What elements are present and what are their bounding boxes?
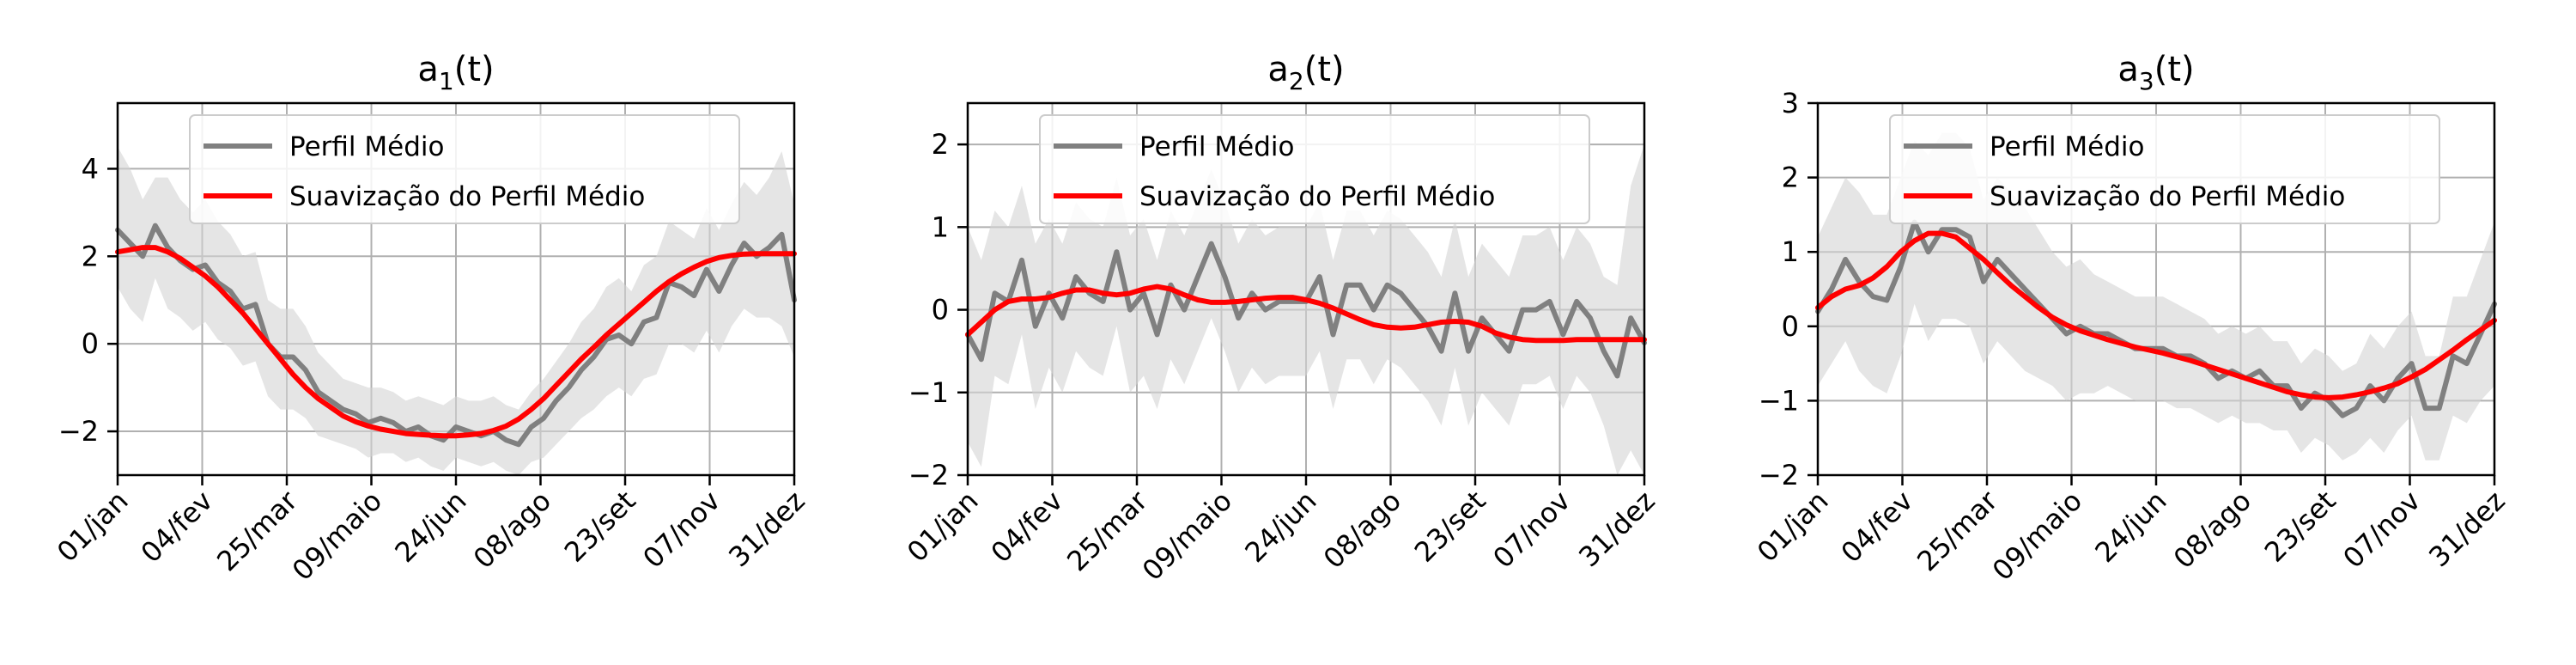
legend-entry: Suavização do Perfil Médio [289,181,645,212]
y-tick-label: 2 [82,240,99,272]
legend: Perfil Médio Suavização do Perfil Médio [1889,114,2440,224]
legend: Perfil Médio Suavização do Perfil Médio [1039,114,1590,224]
x-tick-label: 31/dez [2422,485,2511,573]
x-tick-label: 08/ago [2167,485,2257,575]
x-tick-label: 04/fev [1835,485,1920,570]
legend: Perfil Médio Suavização do Perfil Médio [189,114,740,224]
y-tick-label: −2 [908,459,949,491]
series-line-suavizacao [965,284,1647,344]
x-tick-label: 24/jun [2088,485,2172,569]
legend-entry: Suavização do Perfil Médio [1139,181,1495,212]
y-tick-label: 1 [932,210,949,243]
series-line-perfil-medio [1815,219,2497,418]
x-tick-label: 23/set [2258,485,2342,569]
y-tick-label: 0 [932,294,949,326]
y-tick-label: 0 [1782,310,1799,343]
legend-entry: Perfil Médio [289,131,444,162]
legend-entry: Suavização do Perfil Médio [1990,181,2345,212]
x-tick-label: 31/dez [722,485,811,573]
x-tick-label: 01/jan [51,485,135,569]
y-tick-label: −1 [1759,384,1799,417]
y-tick-label: 2 [1782,162,1799,194]
x-tick-label: 01/jan [901,485,985,569]
x-tick-label: 31/dez [1572,485,1661,573]
confidence-band [118,146,794,475]
y-tick-label: −2 [58,415,99,448]
x-tick-label: 09/maio [1136,485,1238,587]
confidence-band [968,144,1644,475]
legend-box [189,114,740,224]
chart-title: a3(t) [2117,50,2194,95]
x-tick-label: 08/ago [1317,485,1407,575]
y-tick-label: 0 [82,327,99,360]
x-tick-label: 08/ago [467,485,557,575]
x-tick-label: 23/set [1408,485,1492,569]
legend-box [1889,114,2440,224]
x-tick-label: 09/maio [1986,485,2088,587]
chart-title: a1(t) [417,50,494,95]
x-tick-label: 07/nov [636,485,726,575]
series-line-perfil-medio [115,223,797,448]
x-tick-label: 07/nov [2336,485,2427,575]
x-tick-label: 04/fev [135,485,220,570]
x-tick-label: 07/nov [1486,485,1577,575]
x-tick-label: 01/jan [1751,485,1835,569]
x-tick-label: 04/fev [985,485,1070,570]
y-tick-label: −2 [1759,459,1799,491]
y-tick-label: −1 [908,376,949,409]
series-line-suavizacao [115,245,797,439]
legend-entry: Perfil Médio [1990,131,2144,162]
y-tick-label: 3 [1782,87,1799,119]
x-tick-label: 24/jun [1238,485,1322,569]
legend-entry: Perfil Médio [1139,131,1294,162]
y-tick-label: 4 [82,152,99,185]
y-tick-label: 2 [932,128,949,161]
x-tick-label: 23/set [558,485,642,569]
legend-box [1039,114,1590,224]
x-tick-label: 24/jun [388,485,472,569]
x-tick-label: 09/maio [286,485,388,587]
series-line-suavizacao [1815,230,2497,400]
chart-title: a2(t) [1267,50,1344,95]
y-tick-label: 1 [1782,235,1799,268]
